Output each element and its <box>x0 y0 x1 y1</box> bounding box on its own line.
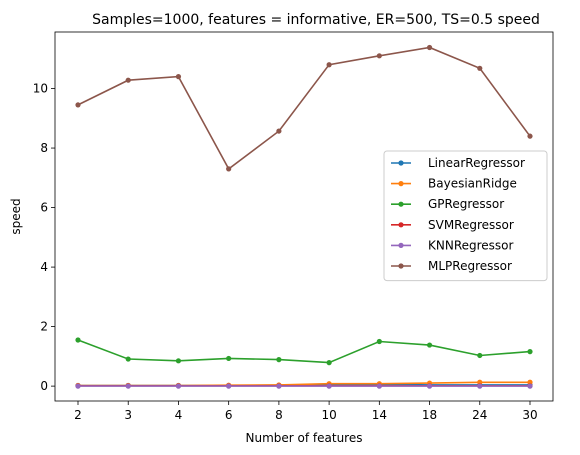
data-point-knnregressor <box>426 383 433 389</box>
legend-entry-label: GPRegressor <box>428 197 504 211</box>
x-tick-label: 10 <box>321 408 336 422</box>
legend: LinearRegressor BayesianRidge GPRegressor S… <box>383 150 548 282</box>
data-point-knnregressor <box>125 383 131 389</box>
legend-entry-label: BayesianRidge <box>428 177 517 191</box>
data-point-gpregressor <box>326 360 332 366</box>
legend-swatch-marker <box>398 201 404 207</box>
x-tick-label: 8 <box>275 408 283 422</box>
legend-swatch-marker <box>398 181 404 187</box>
data-point-mlpregressor <box>276 128 282 134</box>
legend-swatch-marker <box>398 242 404 248</box>
legend-box <box>383 150 548 282</box>
y-tick-label: 4 <box>40 260 48 274</box>
y-axis-label: speed <box>9 198 23 234</box>
data-point-gpregressor <box>175 358 182 364</box>
series-line-mlpregressor <box>77 46 531 171</box>
data-point-mlpregressor <box>376 53 382 59</box>
data-point-knnregressor <box>175 383 182 389</box>
x-tick-label: 24 <box>472 408 487 422</box>
legend-entry-label: SVMRegressor <box>428 218 514 232</box>
y-tick-label: 2 <box>40 320 48 334</box>
data-point-mlpregressor <box>125 77 131 83</box>
legend-swatch-marker <box>398 263 404 269</box>
data-point-bayesianridge <box>477 379 483 385</box>
legend-swatch-marker <box>398 222 404 228</box>
series-gpregressor <box>75 337 533 366</box>
data-point-mlpregressor <box>527 133 533 139</box>
series-line-gpregressor <box>77 339 531 364</box>
x-tick-label: 4 <box>175 408 183 422</box>
series-mlpregressor <box>75 44 533 172</box>
x-axis-label: Number of features <box>246 431 363 445</box>
data-point-gpregressor <box>527 349 533 355</box>
x-tick-label: 18 <box>422 408 437 422</box>
data-point-knnregressor <box>477 383 483 389</box>
x-tick-label: 14 <box>372 408 387 422</box>
data-point-gpregressor <box>426 342 433 348</box>
data-point-gpregressor <box>75 337 81 343</box>
y-tick-label: 8 <box>40 141 48 155</box>
data-point-knnregressor <box>75 383 81 389</box>
data-point-knnregressor <box>276 383 282 389</box>
data-point-knnregressor <box>326 383 332 389</box>
y-tick-label: 0 <box>40 379 48 393</box>
data-point-mlpregressor <box>226 166 232 172</box>
data-point-bayesianridge <box>527 379 533 385</box>
data-point-mlpregressor <box>175 74 182 80</box>
plot-area <box>54 31 554 402</box>
legend-entry-label: LinearRegressor <box>428 156 525 170</box>
y-axis: 0 2 4 6 8 10 <box>33 82 55 393</box>
data-point-mlpregressor <box>426 44 433 51</box>
data-point-gpregressor <box>276 357 282 363</box>
y-tick-label: 10 <box>33 82 48 96</box>
data-point-knnregressor <box>376 383 382 389</box>
data-point-mlpregressor <box>477 65 483 71</box>
data-point-mlpregressor <box>75 102 81 108</box>
legend-entry-label: MLPRegressor <box>428 259 512 273</box>
data-point-knnregressor <box>527 383 533 389</box>
data-point-gpregressor <box>125 356 131 362</box>
data-point-knnregressor <box>226 383 232 389</box>
data-point-gpregressor <box>226 355 232 362</box>
legend-swatch-marker <box>398 160 404 166</box>
x-tick-label: 30 <box>522 408 537 422</box>
data-point-mlpregressor <box>326 62 332 68</box>
legend-entry-label: KNNRegressor <box>428 238 514 252</box>
x-tick-label: 3 <box>124 408 132 422</box>
x-tick-label: 6 <box>225 408 233 422</box>
series-layer <box>75 44 533 389</box>
chart-title: Samples=1000, features = informative, ER… <box>92 12 540 28</box>
data-point-gpregressor <box>477 352 483 359</box>
data-point-gpregressor <box>376 338 382 345</box>
x-tick-label: 2 <box>74 408 82 422</box>
x-axis: 2 3 4 6 8 10 14 18 24 30 <box>74 401 538 422</box>
y-tick-label: 6 <box>40 201 48 215</box>
series-knnregressor <box>75 383 533 389</box>
